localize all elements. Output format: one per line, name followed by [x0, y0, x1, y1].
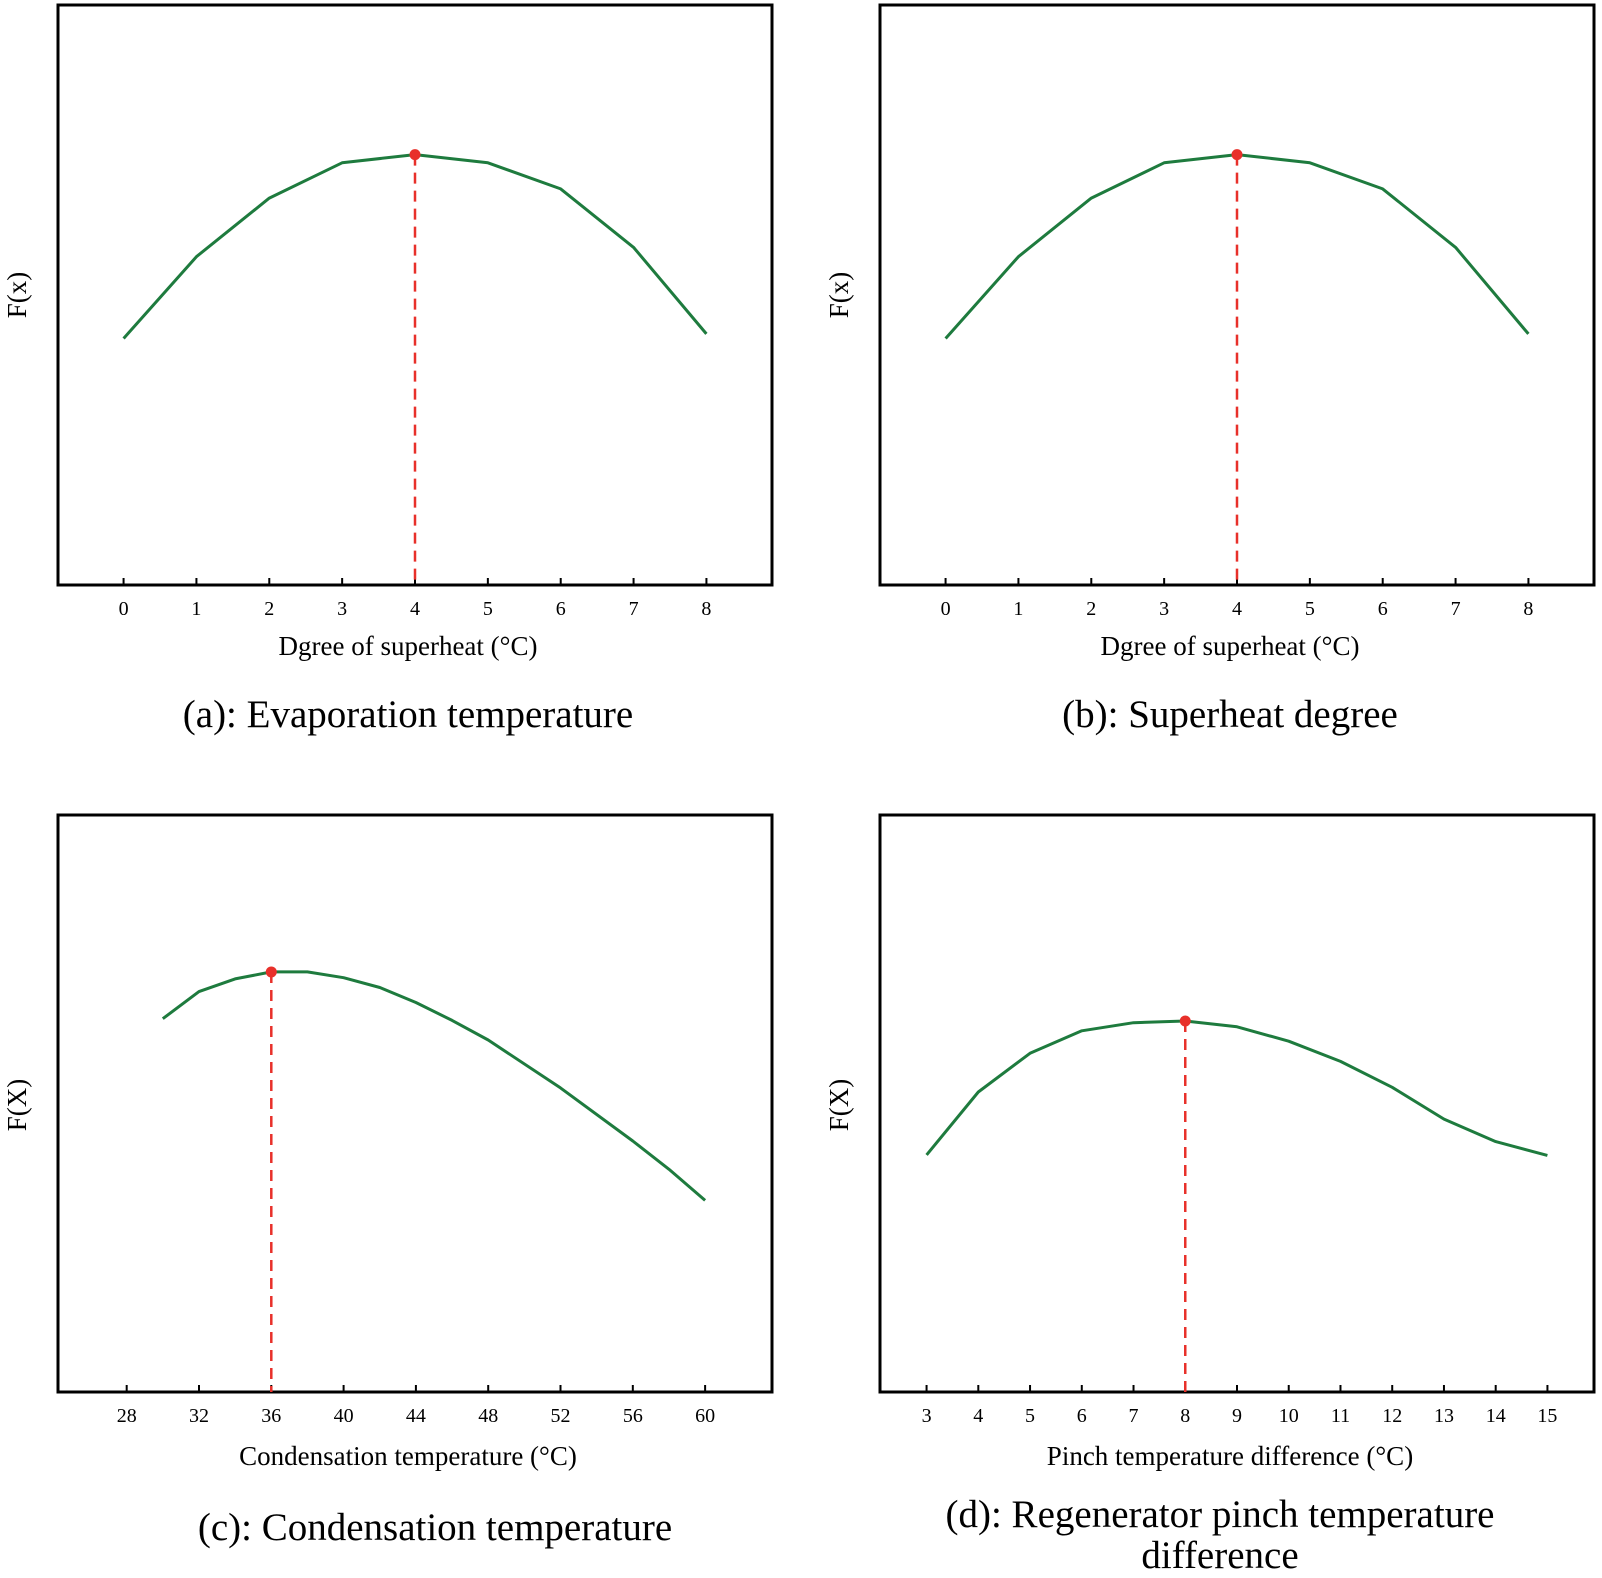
x-tick-label: 52: [551, 1405, 571, 1427]
x-tick-label: 60: [695, 1405, 715, 1427]
series-line: [161, 970, 707, 1202]
panel-caption: (a): Evaporation temperature: [183, 693, 633, 736]
x-tick-label: 6: [1077, 1405, 1087, 1427]
series-line: [925, 1019, 1548, 1157]
optimum-point: [265, 966, 277, 978]
x-tick-label: 56: [623, 1405, 643, 1427]
x-tick-label: 44: [406, 1405, 426, 1427]
plot-area: [122, 149, 708, 585]
panel-d-pinch: 3 4 5 6 7 8 9 10 11 12 13 14 15 F(X) Pinch temperatu…: [824, 813, 1596, 1577]
x-axis-label: Dgree of superheat (°C): [279, 631, 538, 661]
x-tick-label: 2: [1086, 598, 1096, 620]
y-axis-label: F(X): [2, 1079, 32, 1132]
x-axis-label: Pinch temperature difference (°C): [1047, 1441, 1413, 1471]
plot-frame: [56, 813, 774, 1394]
panel-c-condensation: 28 32 36 40 44 48 52 56 60 F(X) Condensation tem…: [2, 813, 774, 1549]
optimum-point: [1231, 149, 1243, 161]
x-tick-label: 12: [1382, 1405, 1402, 1427]
optimum-point: [409, 149, 421, 161]
plot-frame: [878, 813, 1596, 1394]
x-tick-label: 5: [483, 598, 493, 620]
y-axis-label: F(x): [2, 272, 32, 319]
x-tick-label: 6: [1378, 598, 1388, 620]
x-tick-label: 8: [1180, 1405, 1190, 1427]
x-axis-label: Dgree of superheat (°C): [1101, 631, 1360, 661]
x-ticks: 0 1 2 3 4 5 6 7 8: [119, 578, 711, 620]
x-tick-label: 3: [1159, 598, 1169, 620]
x-axis-label: Condensation temperature (°C): [239, 1441, 577, 1471]
x-tick-label: 40: [334, 1405, 354, 1427]
plot-area: [925, 1015, 1548, 1392]
panel-caption-line-2: difference: [1141, 1534, 1298, 1577]
panel-caption-line-1: (d): Regenerator pinch temperature: [946, 1493, 1495, 1536]
x-tick-label: 13: [1434, 1405, 1454, 1427]
plot-area: [161, 966, 707, 1392]
x-tick-label: 0: [941, 598, 951, 620]
x-tick-label: 1: [191, 598, 201, 620]
x-tick-label: 8: [1523, 598, 1533, 620]
x-ticks: 28 32 36 40 44 48 52 56 60: [117, 1385, 715, 1427]
x-ticks: 0 1 2 3 4 5 6 7 8: [941, 578, 1533, 620]
x-tick-label: 48: [478, 1405, 498, 1427]
x-tick-label: 3: [337, 598, 347, 620]
x-tick-label: 36: [261, 1405, 281, 1427]
x-tick-label: 5: [1305, 598, 1315, 620]
x-tick-label: 2: [264, 598, 274, 620]
x-tick-label: 32: [189, 1405, 209, 1427]
x-tick-label: 3: [922, 1405, 932, 1427]
x-tick-label: 5: [1025, 1405, 1035, 1427]
x-tick-label: 6: [556, 598, 566, 620]
x-tick-label: 9: [1232, 1405, 1242, 1427]
x-tick-label: 11: [1331, 1405, 1350, 1427]
panel-caption: (b): Superheat degree: [1062, 693, 1398, 736]
x-tick-label: 4: [410, 598, 420, 620]
panel-caption: (c): Condensation temperature: [198, 1506, 672, 1549]
x-tick-label: 7: [629, 598, 639, 620]
plot-area: [944, 149, 1530, 585]
optimum-point: [1179, 1015, 1191, 1027]
x-tick-label: 4: [1232, 598, 1242, 620]
y-axis-label: F(x): [824, 272, 854, 319]
x-tick-label: 15: [1537, 1405, 1557, 1427]
y-axis-label: F(X): [824, 1079, 854, 1132]
panel-a-evaporation: 0 1 2 3 4 5 6 7 8 F(x) Dgree of superheat (°C) (…: [2, 3, 774, 736]
x-tick-label: 8: [701, 598, 711, 620]
x-tick-label: 7: [1129, 1405, 1139, 1427]
x-tick-label: 28: [117, 1405, 137, 1427]
x-ticks: 3 4 5 6 7 8 9 10 11 12 13 14 15: [922, 1385, 1557, 1427]
x-tick-label: 10: [1279, 1405, 1299, 1427]
x-tick-label: 7: [1451, 598, 1461, 620]
x-tick-label: 14: [1486, 1405, 1506, 1427]
x-tick-label: 4: [973, 1405, 983, 1427]
x-tick-label: 1: [1013, 598, 1023, 620]
x-tick-label: 0: [119, 598, 129, 620]
panel-b-superheat: 0 1 2 3 4 5 6 7 8 F(x) Dgree of superheat (°C) (…: [824, 3, 1596, 736]
